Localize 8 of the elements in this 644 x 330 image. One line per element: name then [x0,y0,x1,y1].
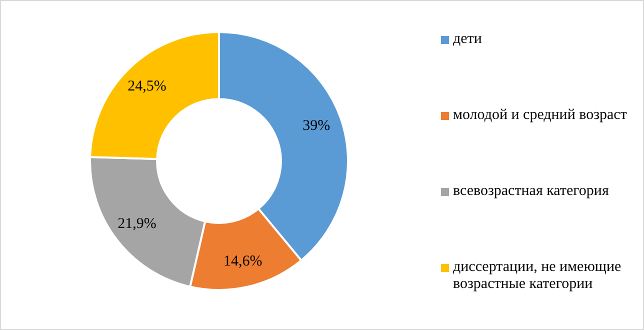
data-label: 24,5% [128,78,166,95]
legend-label: молодой и средний возраст [453,107,627,124]
legend-label: диссертации, не имеющие возрастные категории [453,259,622,293]
data-label: 21,9% [118,216,156,232]
legend-label: всевозрастная категория [453,183,609,200]
data-label: 14,6% [223,254,262,270]
data-label: 39% [302,118,330,134]
legend-label: дети [453,31,482,48]
